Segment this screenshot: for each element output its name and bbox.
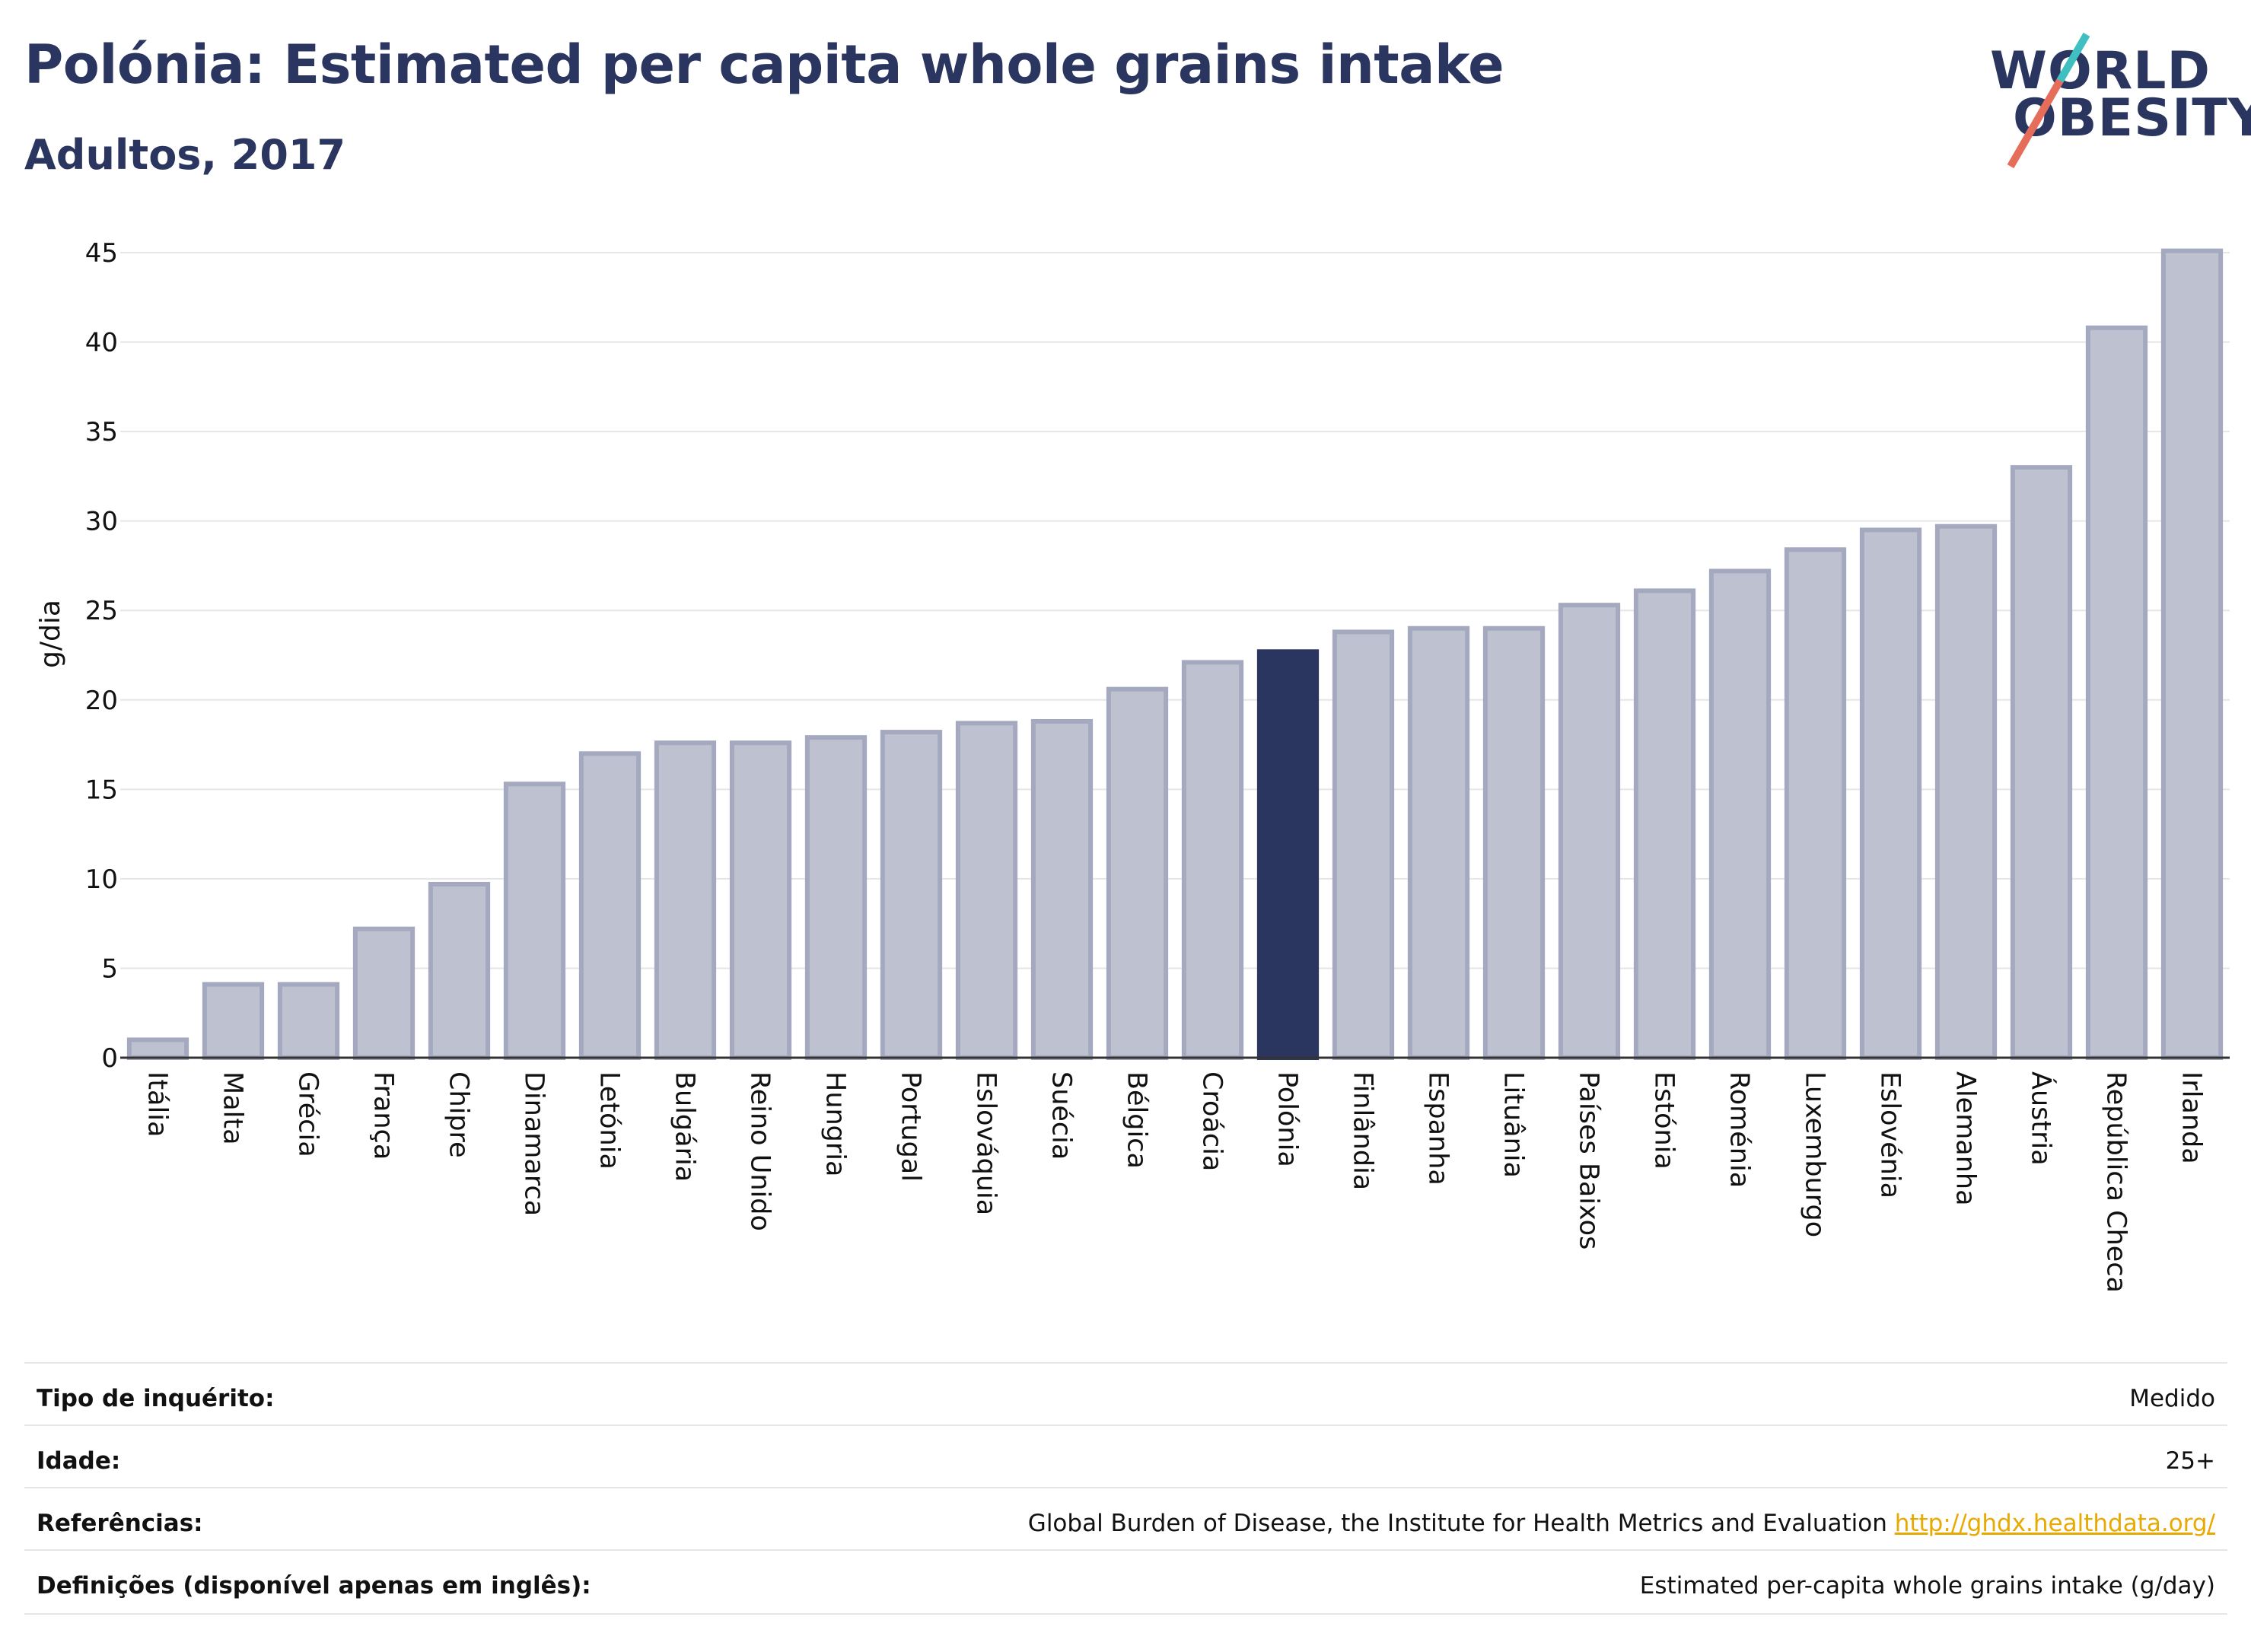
x-tick-label: Áustria xyxy=(2026,1071,2058,1166)
meta-label: Tipo de inquérito: xyxy=(37,1385,275,1412)
meta-row-references: Referências: Global Burden of Disease, t… xyxy=(24,1487,2227,1551)
reference-link[interactable]: http://ghdx.healthdata.org/ xyxy=(1894,1510,2215,1537)
bar-Luxemburgo xyxy=(1784,547,1847,1060)
bar-Bulgária xyxy=(654,740,717,1061)
y-tick-label: 15 xyxy=(85,775,118,805)
y-tick-label: 35 xyxy=(85,417,118,447)
y-tick-label: 30 xyxy=(85,507,118,537)
meta-row-definitions: Definições (disponível apenas em inglês)… xyxy=(24,1549,2227,1615)
x-tick-label: Países Baixos xyxy=(1574,1071,1604,1249)
x-tick-label: Irlanda xyxy=(2176,1071,2207,1164)
bar-República Checa xyxy=(2085,325,2148,1061)
y-tick-label: 45 xyxy=(85,238,118,269)
x-tick-label: Alemanha xyxy=(1950,1071,1981,1206)
bar-Lituânia xyxy=(1482,625,1546,1060)
meta-value: Estimated per-capita whole grains intake… xyxy=(1639,1572,2215,1599)
bar-Suécia xyxy=(1030,718,1094,1060)
y-axis-label: g/dia xyxy=(35,600,66,668)
reference-text: Global Burden of Disease, the Institute … xyxy=(1027,1510,1887,1537)
x-tick-label: Chipre xyxy=(444,1071,474,1158)
meta-row-survey-type: Tipo de inquérito: Medido xyxy=(24,1362,2227,1426)
meta-label: Idade: xyxy=(37,1447,121,1475)
x-tick-label: Lituânia xyxy=(1498,1071,1529,1178)
x-tick-label: Bélgica xyxy=(1122,1071,1152,1169)
meta-value: Global Burden of Disease, the Institute … xyxy=(1028,1510,2215,1537)
x-tick-label: Hungria xyxy=(820,1071,851,1176)
bar-Grécia xyxy=(277,982,340,1061)
bar-Hungria xyxy=(804,735,868,1060)
x-tick-label: Itália xyxy=(142,1071,173,1137)
x-tick-label: Croácia xyxy=(1197,1071,1227,1171)
y-tick-label: 25 xyxy=(85,596,118,626)
bar-Alemanha xyxy=(1934,524,1998,1060)
x-tick-label: Grécia xyxy=(293,1071,323,1157)
x-tick-label: Reino Unido xyxy=(745,1071,775,1231)
meta-label: Referências: xyxy=(37,1510,203,1537)
bar-Eslovénia xyxy=(1859,527,1922,1060)
x-tick-label: Letónia xyxy=(594,1071,625,1170)
x-tick-label: Suécia xyxy=(1046,1071,1077,1160)
meta-label: Definições (disponível apenas em inglês)… xyxy=(37,1572,591,1599)
x-tick-label: Finlândia xyxy=(1348,1071,1378,1190)
meta-row-age: Idade: 25+ xyxy=(24,1424,2227,1488)
x-tick-label: República Checa xyxy=(2101,1071,2132,1293)
bar-Chipre xyxy=(428,881,491,1061)
x-tick-label: Dinamarca xyxy=(519,1071,549,1216)
bar-Bélgica xyxy=(1106,686,1169,1060)
bar-Letónia xyxy=(578,751,642,1060)
bar-Eslováquia xyxy=(955,721,1018,1060)
bar-Dinamarca xyxy=(503,781,566,1061)
y-tick-label: 10 xyxy=(85,864,118,895)
y-tick-label: 20 xyxy=(85,686,118,716)
bar-Roménia xyxy=(1708,568,1772,1060)
bar-Itália xyxy=(126,1037,189,1061)
meta-value: 25+ xyxy=(2165,1447,2215,1475)
x-tick-label: Estónia xyxy=(1649,1071,1679,1170)
bar-Estónia xyxy=(1633,588,1696,1060)
x-tick-label: Portugal xyxy=(896,1071,926,1182)
bar-Reino Unido xyxy=(729,740,792,1061)
bar-Áustria xyxy=(2010,465,2073,1060)
bar-Irlanda xyxy=(2160,248,2224,1060)
bar-chart: 0 5 10 15 20 25 30 35 40 45 Itália Malta Grécia Fran… xyxy=(35,238,2230,1293)
x-tick-label: França xyxy=(368,1071,399,1160)
x-tick-label: Eslovénia xyxy=(1875,1071,1906,1198)
y-tick-label: 5 xyxy=(101,953,118,984)
x-axis-ticks: Itália Malta Grécia França Chipre Dinamarca Le… xyxy=(142,1071,2207,1293)
chart-subtitle: Adultos, 2017 xyxy=(24,131,346,179)
bar-Finlândia xyxy=(1332,629,1395,1060)
x-tick-label: Polónia xyxy=(1272,1071,1303,1167)
meta-value: Medido xyxy=(2129,1385,2215,1412)
y-tick-label: 0 xyxy=(101,1043,118,1074)
bars xyxy=(120,248,2230,1061)
bar-Polónia xyxy=(1256,649,1320,1060)
x-tick-label: Eslováquia xyxy=(971,1071,1001,1215)
bar-Portugal xyxy=(880,730,943,1060)
logo-line-1: WORLD xyxy=(1990,41,2211,101)
x-tick-label: Bulgária xyxy=(670,1071,700,1182)
bar-Croácia xyxy=(1181,660,1244,1060)
x-tick-label: Espanha xyxy=(1423,1071,1453,1186)
chart-title: Polónia: Estimated per capita whole grai… xyxy=(24,33,1504,96)
x-tick-label: Roménia xyxy=(1724,1071,1755,1188)
x-tick-label: Malta xyxy=(218,1071,248,1145)
bar-Espanha xyxy=(1407,625,1470,1060)
bar-Países Baixos xyxy=(1558,603,1621,1060)
x-tick-label: Luxemburgo xyxy=(1800,1071,1830,1237)
y-tick-label: 40 xyxy=(85,328,118,358)
bar-França xyxy=(352,926,415,1060)
world-obesity-logo: WORLD OBESITY xyxy=(1982,23,2251,169)
bar-Malta xyxy=(202,982,265,1061)
y-axis-ticks: 0 5 10 15 20 25 30 35 40 45 xyxy=(85,238,118,1074)
